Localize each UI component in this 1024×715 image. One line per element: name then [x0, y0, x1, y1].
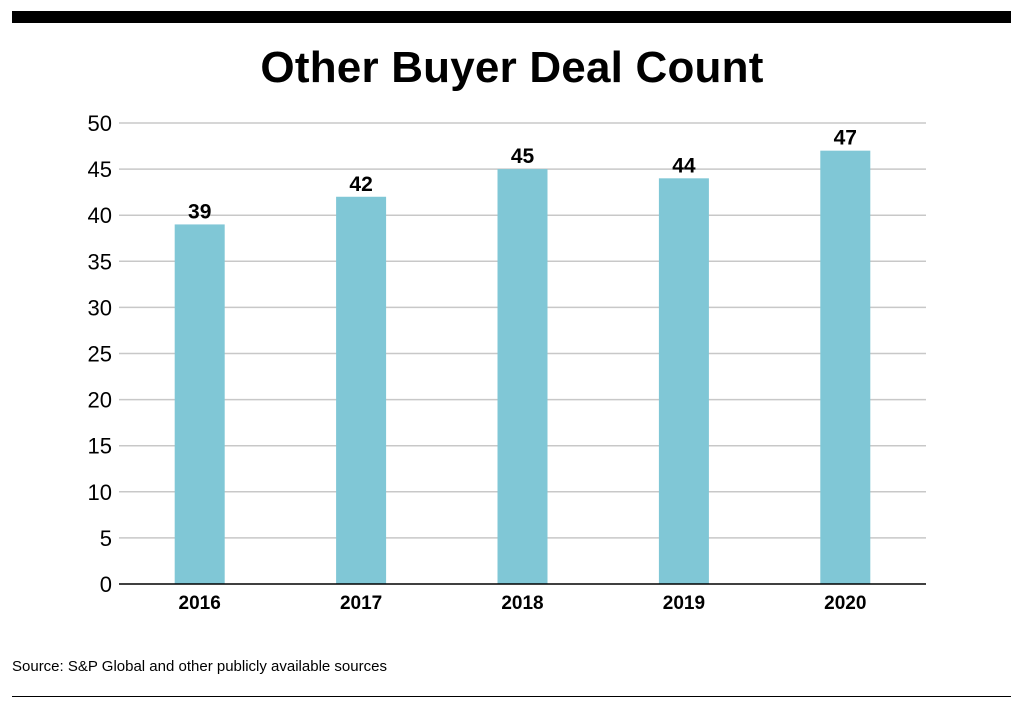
bar-2018 — [497, 169, 548, 584]
y-tick-label: 20 — [88, 388, 112, 413]
data-labels: 39 42 45 44 47 — [188, 127, 857, 224]
x-tick-label: 2017 — [340, 593, 382, 614]
source-note: Source: S&P Global and other publicly av… — [12, 658, 387, 675]
bar-2020 — [820, 150, 871, 584]
data-label: 42 — [349, 173, 372, 196]
y-tick-label: 45 — [88, 157, 112, 182]
y-tick-label: 15 — [88, 434, 112, 459]
x-tick-label: 2019 — [663, 593, 705, 614]
bar-2016 — [174, 224, 225, 585]
data-label: 39 — [188, 200, 211, 223]
top-rule — [12, 11, 1011, 23]
data-label: 47 — [834, 127, 857, 150]
x-tick-label: 2020 — [824, 593, 866, 614]
bars — [174, 150, 871, 585]
data-label: 45 — [511, 145, 535, 168]
bar-2019 — [658, 178, 709, 584]
y-tick-label: 0 — [100, 572, 112, 597]
y-axis-tick-labels: 0 5 10 15 20 25 30 35 40 45 50 — [88, 111, 112, 597]
x-tick-label: 2016 — [179, 593, 221, 614]
y-tick-label: 35 — [88, 249, 112, 274]
y-tick-label: 40 — [88, 203, 112, 228]
y-tick-label: 25 — [88, 342, 112, 367]
x-tick-label: 2018 — [501, 593, 543, 614]
y-tick-label: 10 — [88, 480, 112, 505]
y-tick-label: 50 — [88, 111, 112, 136]
chart-title: Other Buyer Deal Count — [260, 43, 764, 92]
bottom-rule — [12, 696, 1011, 697]
bar-2017 — [336, 196, 387, 584]
x-axis-tick-labels: 2016 2017 2018 2019 2020 — [179, 593, 867, 614]
data-label: 44 — [672, 154, 696, 177]
y-tick-label: 5 — [100, 526, 112, 551]
y-tick-label: 30 — [88, 295, 112, 320]
